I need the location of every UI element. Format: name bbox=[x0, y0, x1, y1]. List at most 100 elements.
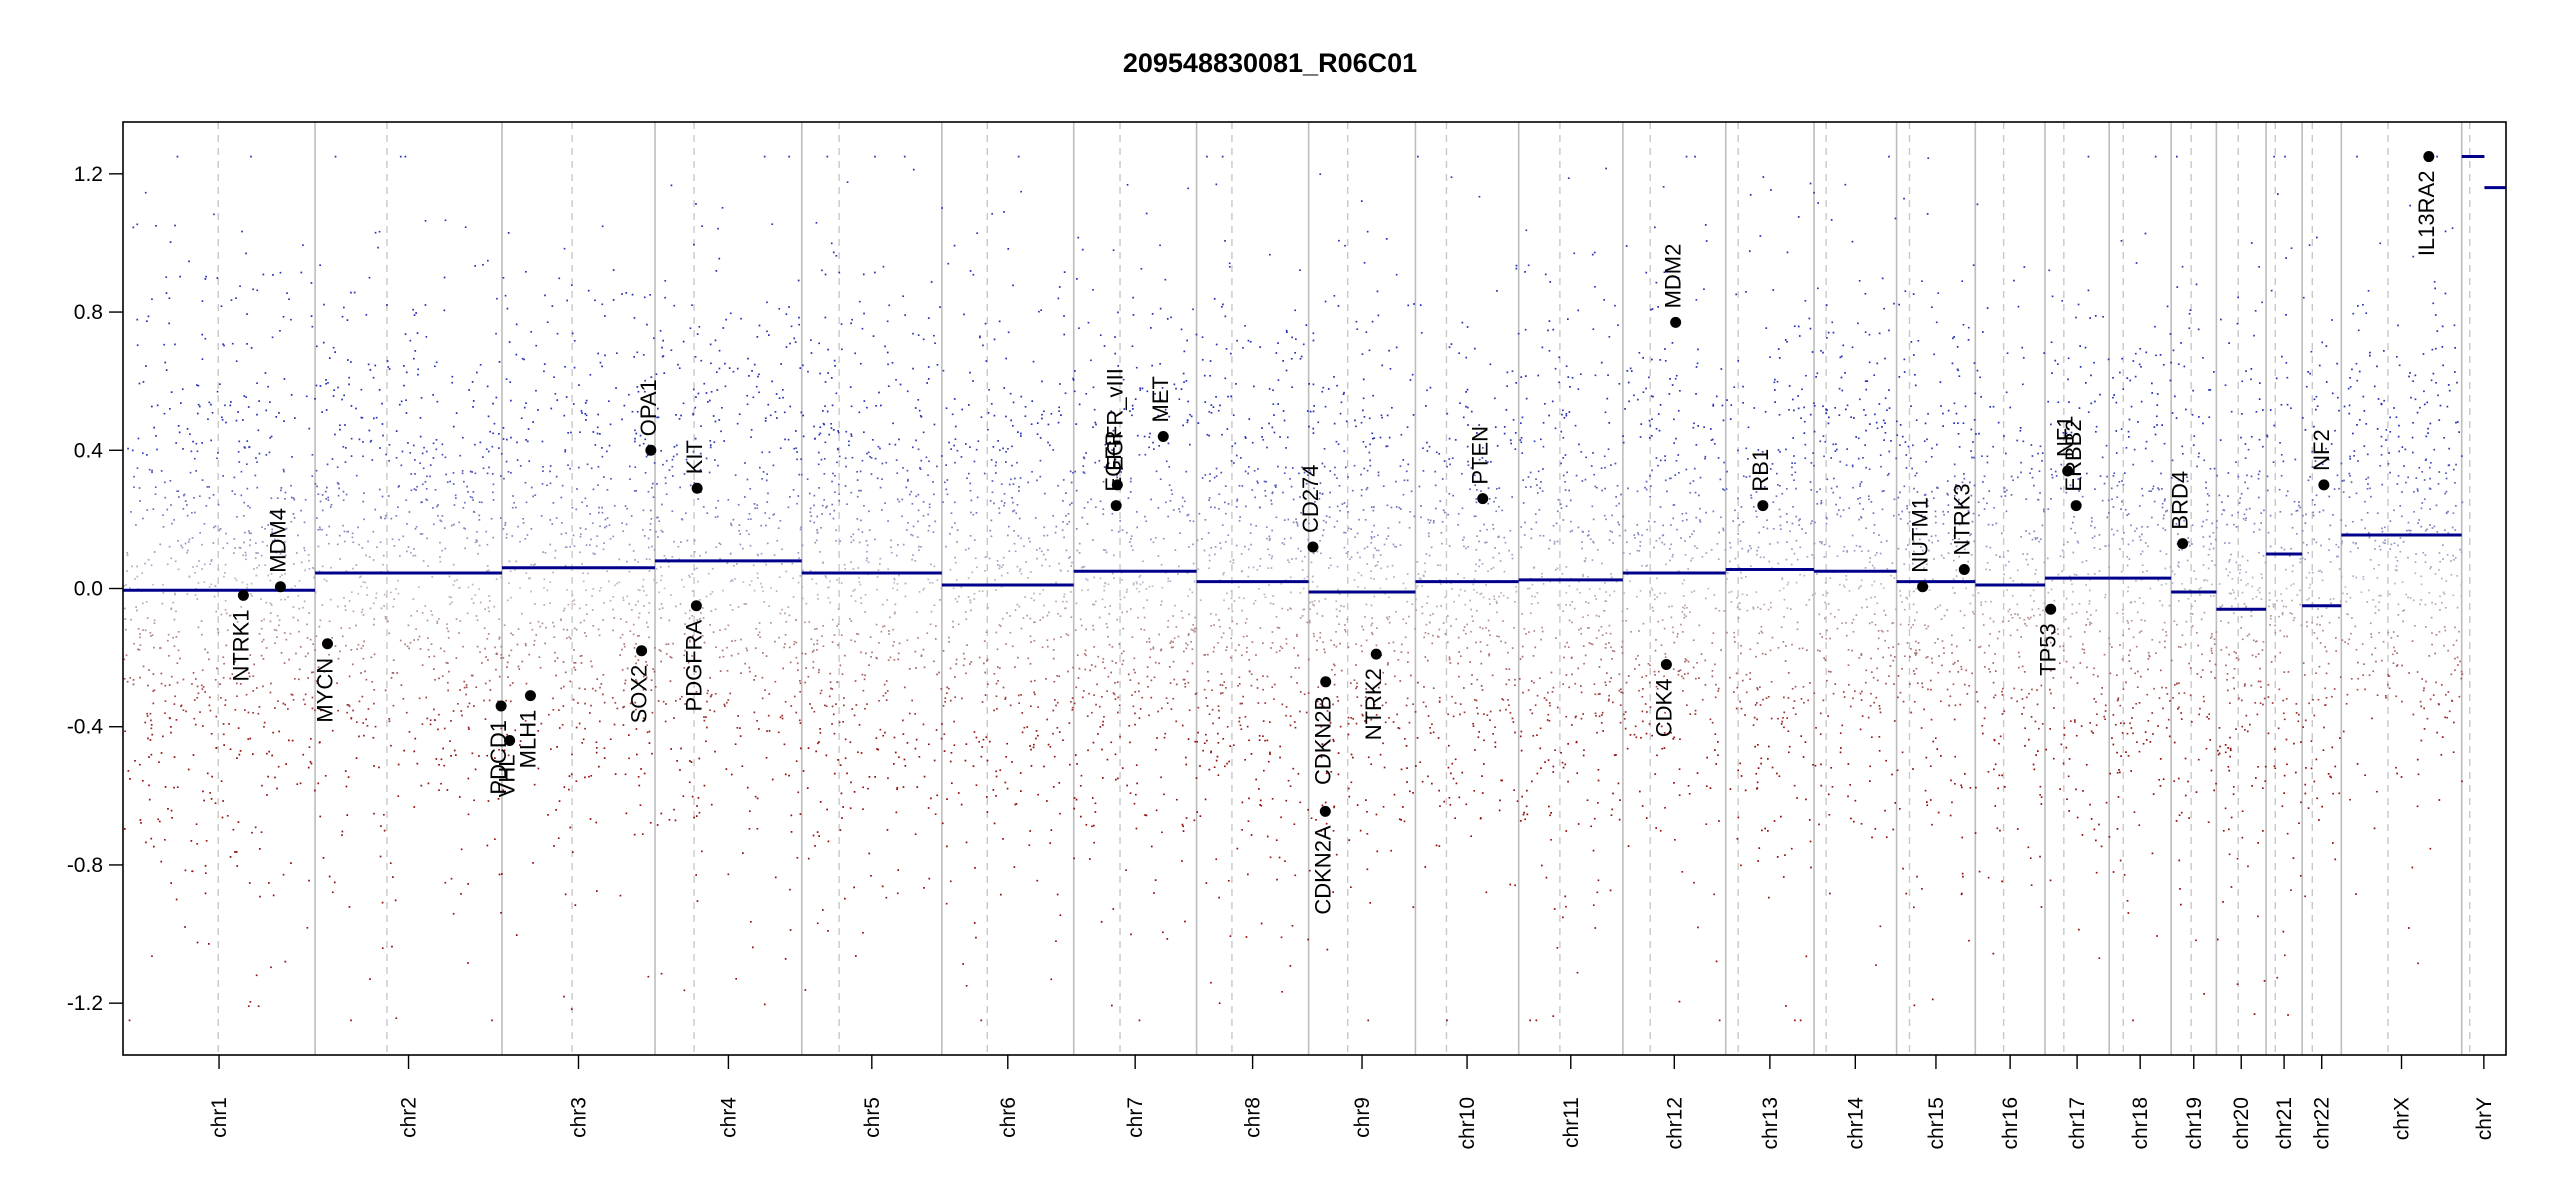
probe-point bbox=[360, 611, 2206, 614]
probe-point bbox=[213, 595, 2441, 598]
probe-point bbox=[192, 671, 2410, 674]
probe-point bbox=[756, 504, 2438, 507]
probe-point bbox=[336, 466, 2431, 469]
probe-point bbox=[193, 457, 2352, 460]
probe-point bbox=[293, 498, 2426, 501]
x-tick-label: chr21 bbox=[2273, 1097, 2296, 1150]
probe-point bbox=[220, 612, 2349, 616]
gene-point bbox=[1307, 541, 1319, 553]
probe-point bbox=[236, 516, 2153, 519]
probe-point bbox=[197, 692, 2180, 695]
gene-point bbox=[1917, 581, 1929, 593]
probe-point bbox=[458, 587, 1967, 590]
probe-point bbox=[300, 509, 2395, 513]
probe-point bbox=[208, 657, 2456, 661]
probe-point bbox=[222, 547, 2359, 550]
gene-point bbox=[524, 690, 536, 702]
probe-point bbox=[255, 686, 2425, 690]
probe-point bbox=[318, 741, 1384, 745]
probe-point bbox=[201, 687, 2366, 691]
probe-point bbox=[243, 501, 2424, 504]
probe-point bbox=[204, 690, 2450, 694]
probe-point bbox=[217, 503, 2209, 506]
probe-point bbox=[196, 597, 2335, 600]
x-tick-label: chr6 bbox=[997, 1097, 1020, 1138]
gene-point bbox=[1477, 493, 1489, 505]
segment-lines bbox=[123, 155, 2506, 611]
probe-point bbox=[164, 496, 2351, 499]
probe-point bbox=[229, 613, 2400, 617]
probe-point bbox=[412, 444, 2195, 447]
probe-point bbox=[150, 723, 2251, 727]
probe-point bbox=[148, 468, 2455, 471]
probe-point bbox=[199, 531, 2370, 534]
probe-point bbox=[126, 680, 2427, 683]
gene-point bbox=[1319, 805, 1331, 817]
probe-point bbox=[470, 674, 2371, 677]
probe-point bbox=[133, 642, 2350, 645]
probe-point bbox=[132, 683, 2443, 686]
gene-label: CD274 bbox=[1298, 465, 1323, 533]
probe-point bbox=[388, 459, 2359, 463]
probe-point bbox=[210, 582, 2423, 586]
probe-point bbox=[233, 537, 2124, 540]
x-tick-label: chr18 bbox=[2129, 1097, 2152, 1150]
probe-point bbox=[302, 606, 2459, 609]
gene-label: NUTM1 bbox=[1908, 497, 1933, 573]
probe-point bbox=[298, 667, 2261, 671]
gene-point bbox=[1110, 500, 1122, 512]
probe-point bbox=[290, 520, 2354, 524]
x-tick-label: chr5 bbox=[861, 1097, 884, 1138]
x-tick-label: chr1 bbox=[208, 1097, 231, 1138]
probe-point bbox=[142, 665, 2398, 668]
gene-point bbox=[2070, 500, 2082, 512]
probe-point bbox=[132, 155, 2460, 435]
probe-point bbox=[170, 731, 2438, 735]
x-tick-label: chr15 bbox=[1925, 1097, 1948, 1150]
probe-point bbox=[162, 513, 2334, 517]
probe-point bbox=[269, 691, 2186, 695]
probe-point bbox=[402, 535, 2211, 538]
gene-label: SOX2 bbox=[627, 665, 652, 724]
probe-point bbox=[441, 549, 2162, 553]
gene-point bbox=[636, 645, 648, 657]
probe-point bbox=[822, 561, 2302, 564]
probe-point bbox=[436, 505, 1917, 508]
probe-point bbox=[150, 564, 2294, 567]
probe-point bbox=[162, 735, 2444, 738]
probe-point bbox=[342, 490, 2415, 494]
y-tick-label: 1.2 bbox=[74, 163, 103, 186]
gene-label: NF2 bbox=[2309, 429, 2334, 471]
gene-point bbox=[495, 700, 507, 712]
probe-point bbox=[141, 589, 2200, 593]
probe-point bbox=[170, 557, 2304, 560]
probe-point bbox=[164, 699, 2454, 703]
probe-point bbox=[153, 621, 2372, 625]
probe-point bbox=[292, 512, 2307, 516]
probe-point bbox=[126, 569, 2398, 573]
probe-point bbox=[222, 655, 2459, 659]
probe-point bbox=[139, 676, 2342, 679]
probe-point bbox=[295, 652, 2436, 655]
probe-point bbox=[356, 720, 2193, 724]
probe-point bbox=[124, 742, 2463, 1022]
probe-point bbox=[343, 596, 2412, 599]
probe-point bbox=[152, 507, 2423, 510]
probe-point bbox=[152, 689, 2425, 693]
gene-point bbox=[504, 735, 516, 747]
x-tick-label: chr2 bbox=[398, 1097, 421, 1138]
probe-point bbox=[176, 489, 2419, 493]
x-tick-label: chr4 bbox=[717, 1097, 740, 1138]
probe-point bbox=[139, 632, 2372, 636]
probe-point bbox=[180, 705, 2423, 708]
probe-point bbox=[243, 514, 2403, 518]
probe-point bbox=[162, 591, 2431, 595]
gene-label: KIT bbox=[682, 440, 707, 474]
chart-title: 209548830081_R06C01 bbox=[1123, 48, 1417, 78]
probe-point bbox=[388, 719, 2300, 723]
probe-point bbox=[124, 729, 2345, 733]
probe-point bbox=[147, 737, 1937, 740]
probe-point bbox=[378, 488, 2281, 491]
probe-point bbox=[203, 581, 2463, 584]
